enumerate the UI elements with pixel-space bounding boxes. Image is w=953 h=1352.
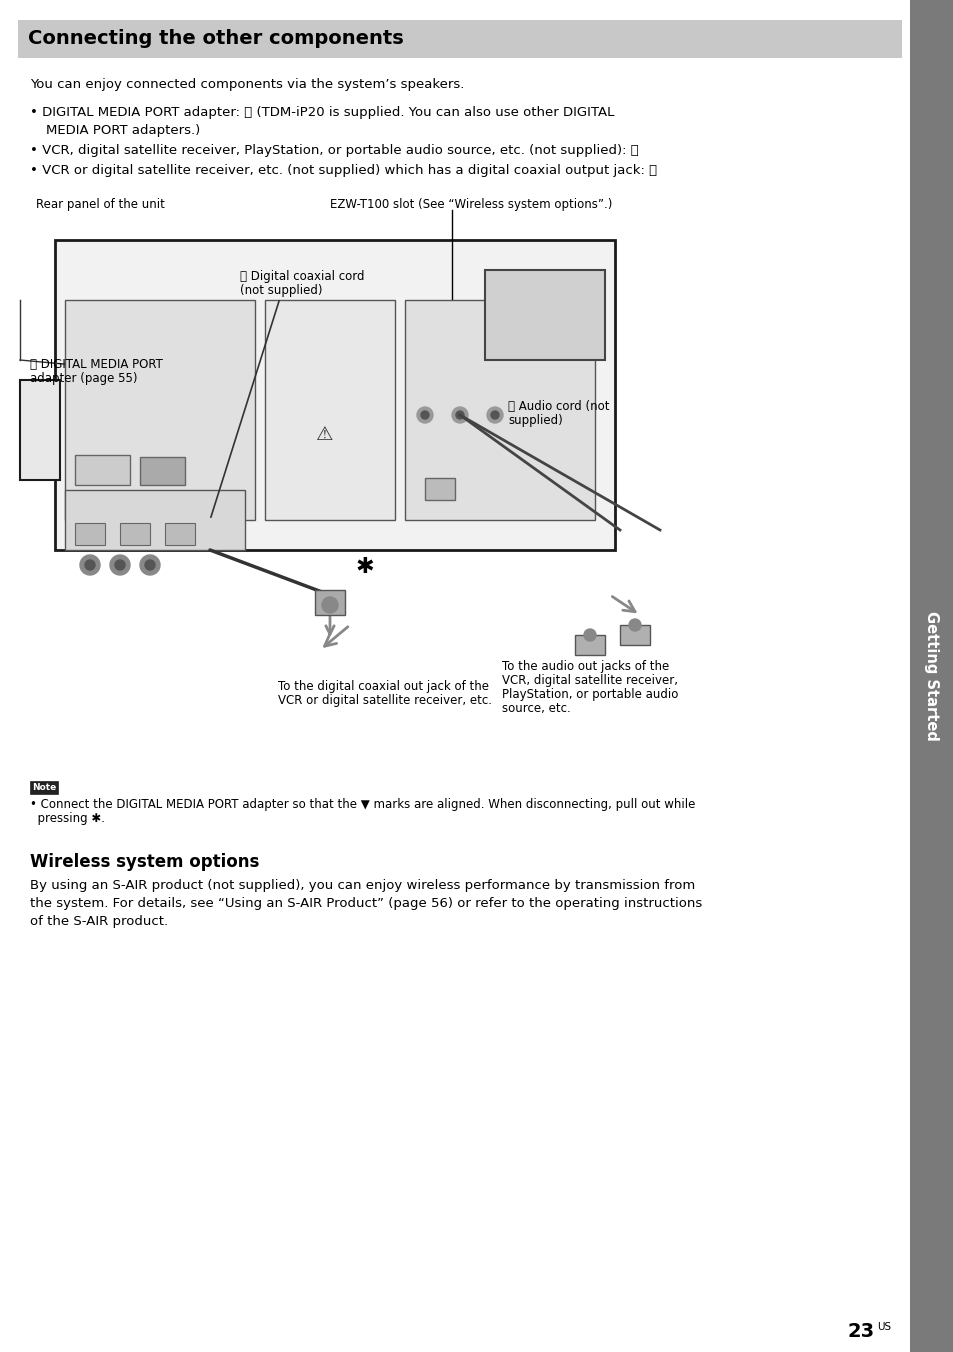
Text: Rear panel of the unit: Rear panel of the unit [36,197,165,211]
Circle shape [85,560,95,571]
Text: • VCR or digital satellite receiver, etc. (not supplied) which has a digital coa: • VCR or digital satellite receiver, etc… [30,164,657,177]
Text: • Connect the DIGITAL MEDIA PORT adapter so that the ▼ marks are aligned. When d: • Connect the DIGITAL MEDIA PORT adapter… [30,798,695,811]
Bar [18,20,901,58]
Text: Wireless system options: Wireless system options [30,853,259,871]
Bar [265,300,395,521]
Bar [619,625,649,645]
Bar [575,635,604,654]
Text: ✱: ✱ [355,557,374,577]
Text: VCR, digital satellite receiver,: VCR, digital satellite receiver, [501,675,678,687]
Circle shape [420,411,429,419]
Bar [30,781,58,794]
Bar [75,456,130,485]
Text: of the S-AIR product.: of the S-AIR product. [30,915,168,927]
Bar [20,380,60,480]
Text: To the digital coaxial out jack of the: To the digital coaxial out jack of the [277,680,489,694]
Text: MEDIA PORT adapters.): MEDIA PORT adapters.) [46,124,200,137]
Bar [314,589,345,615]
Text: US: US [876,1322,890,1332]
Text: By using an S-AIR product (not supplied), you can enjoy wireless performance by : By using an S-AIR product (not supplied)… [30,879,695,892]
Text: • DIGITAL MEDIA PORT adapter: ⓕ (TDM-iP20 is supplied. You can also use other DI: • DIGITAL MEDIA PORT adapter: ⓕ (TDM-iP2… [30,105,614,119]
Text: pressing ✱.: pressing ✱. [30,813,105,825]
Bar [65,300,254,521]
Text: (not supplied): (not supplied) [240,284,322,297]
Text: adapter (page 55): adapter (page 55) [30,372,137,385]
Circle shape [322,598,337,612]
Text: Getting Started: Getting Started [923,611,939,741]
Circle shape [486,407,502,423]
Circle shape [491,411,498,419]
Bar [140,457,185,485]
Circle shape [416,407,433,423]
Text: the system. For details, see “Using an S-AIR Product” (page 56) or refer to the : the system. For details, see “Using an S… [30,896,701,910]
Bar [65,489,245,550]
Circle shape [452,407,468,423]
Circle shape [115,560,125,571]
Text: EZW-T100 slot (See “Wireless system options”.): EZW-T100 slot (See “Wireless system opti… [330,197,612,211]
Text: You can enjoy connected components via the system’s speakers.: You can enjoy connected components via t… [30,78,464,91]
Text: VCR or digital satellite receiver, etc.: VCR or digital satellite receiver, etc. [277,694,492,707]
Text: Connecting the other components: Connecting the other components [28,30,403,49]
Circle shape [110,556,130,575]
Bar [424,479,455,500]
Bar [75,523,105,545]
Text: • VCR, digital satellite receiver, PlayStation, or portable audio source, etc. (: • VCR, digital satellite receiver, PlayS… [30,145,639,157]
Bar [909,0,953,1352]
Text: ⓕ DIGITAL MEDIA PORT: ⓕ DIGITAL MEDIA PORT [30,358,163,370]
Circle shape [628,619,640,631]
Bar [484,270,604,360]
Bar [165,523,194,545]
Bar [120,523,150,545]
Text: ⓗ Digital coaxial cord: ⓗ Digital coaxial cord [240,270,364,283]
Bar [55,241,615,550]
Circle shape [145,560,154,571]
Text: ⓖ Audio cord (not: ⓖ Audio cord (not [507,400,609,412]
Text: ⚠: ⚠ [315,426,334,445]
Circle shape [80,556,100,575]
Text: PlayStation, or portable audio: PlayStation, or portable audio [501,688,678,700]
Circle shape [456,411,463,419]
Text: 23: 23 [847,1322,874,1341]
Bar [405,300,595,521]
Text: To the audio out jacks of the: To the audio out jacks of the [501,660,669,673]
Text: Note: Note [31,783,56,791]
Text: source, etc.: source, etc. [501,702,570,715]
Circle shape [583,629,596,641]
Text: supplied): supplied) [507,414,562,427]
Circle shape [140,556,160,575]
